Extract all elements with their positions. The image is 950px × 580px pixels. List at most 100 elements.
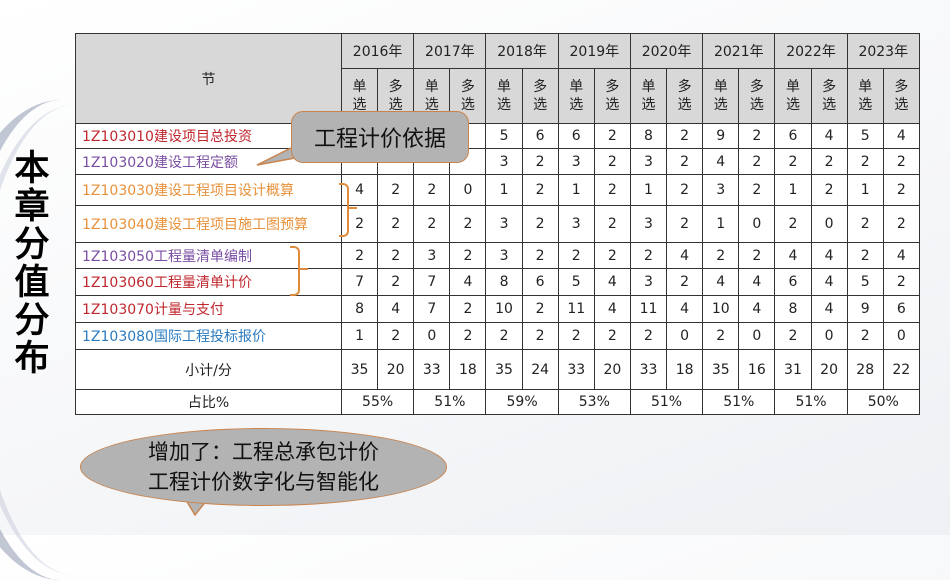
score-cell: 11 xyxy=(629,295,668,323)
score-cell: 2 xyxy=(666,123,704,149)
score-cell: 6 xyxy=(774,268,812,296)
percentage-label: 占比% xyxy=(75,389,342,415)
score-cell: 2 xyxy=(738,148,776,175)
score-cell: 10 xyxy=(485,295,523,323)
score-cell: 2 xyxy=(413,174,451,206)
score-cell: 3 xyxy=(485,242,523,269)
score-cell: 2 xyxy=(666,174,704,206)
table-row: 1Z103020建设工程定额 3 2 3 2 3 2 4 2 2 2 2 2 xyxy=(75,148,920,175)
score-cell: 2 xyxy=(738,123,776,149)
percentage-cell: 51% xyxy=(413,389,487,415)
score-cell: 2 xyxy=(882,148,920,175)
table-row: 1Z103050工程量清单编制 2 2 3 2 3 2 2 2 2 4 2 2 4 4 2 4 xyxy=(75,242,920,269)
score-cell: 2 xyxy=(593,148,631,175)
section-header: 节 xyxy=(75,33,342,124)
score-cell: 1 xyxy=(846,174,884,206)
subtotal-cell: 18 xyxy=(449,349,487,390)
score-cell: 3 xyxy=(629,205,668,243)
callout-added-line2: 工程计价数字化与智能化 xyxy=(148,470,379,494)
score-cell: 2 xyxy=(449,322,487,350)
section-name: 1Z103040建设工程项目施工图预算 xyxy=(75,205,342,243)
score-cell: 2 xyxy=(738,242,776,269)
table-row: 1Z103070计量与支付 8 4 7 2 10 2 11 4 11 4 10 4 8 4 9 6 xyxy=(75,295,920,323)
multiple-choice-header: 多选 xyxy=(882,68,920,124)
score-cell: 2 xyxy=(557,242,595,269)
score-cell: 3 xyxy=(629,268,668,296)
brace-bill-of-quantities xyxy=(290,246,300,296)
score-cell: 2 xyxy=(666,268,704,296)
score-cell: 3 xyxy=(702,174,740,206)
score-cell: 7 xyxy=(413,295,451,323)
score-cell: 2 xyxy=(629,322,668,350)
multiple-choice-header: 多选 xyxy=(666,68,704,124)
score-cell: 2 xyxy=(593,242,631,269)
score-cell: 2 xyxy=(882,268,920,296)
score-cell: 2 xyxy=(521,322,559,350)
score-cell: 2 xyxy=(521,295,559,323)
score-cell: 1 xyxy=(557,174,595,206)
table-row: 1Z103080国际工程投标报价 1 2 0 2 2 2 2 2 2 0 2 0 2 0 2 0 xyxy=(75,322,920,350)
percentage-cell: 51% xyxy=(629,389,704,415)
score-cell: 2 xyxy=(449,295,487,323)
score-cell: 3 xyxy=(557,148,595,175)
subtotal-cell: 28 xyxy=(846,349,884,390)
year-header: 2017年 xyxy=(413,33,487,69)
score-cell: 7 xyxy=(413,268,451,296)
year-header: 2022年 xyxy=(774,33,848,69)
callout-added-line1: 增加了：工程总承包计价 xyxy=(148,440,379,464)
score-cell: 2 xyxy=(557,322,595,350)
score-cell: 5 xyxy=(846,268,884,296)
score-cell: 2 xyxy=(521,205,559,243)
score-cell: 2 xyxy=(846,242,884,269)
subtotal-cell: 31 xyxy=(774,349,812,390)
subtotal-row: 小计/分 35 20 33 18 35 24 33 20 33 18 35 16 31 20 28 22 xyxy=(75,349,920,390)
score-cell: 4 xyxy=(593,268,631,296)
score-cell: 2 xyxy=(846,205,884,243)
score-cell: 1 xyxy=(702,205,740,243)
subtotal-cell: 22 xyxy=(882,349,920,390)
score-cell: 2 xyxy=(810,148,848,175)
score-cell: 8 xyxy=(774,295,812,323)
multiple-choice-header: 多选 xyxy=(593,68,631,124)
score-cell: 0 xyxy=(882,322,920,350)
score-cell: 8 xyxy=(340,295,379,323)
score-cell: 3 xyxy=(629,148,668,175)
score-cell: 4 xyxy=(593,295,631,323)
score-cell: 2 xyxy=(810,174,848,206)
score-cell: 2 xyxy=(593,322,631,350)
year-header: 2019年 xyxy=(557,33,631,69)
subtotal-cell: 16 xyxy=(738,349,776,390)
score-cell: 2 xyxy=(413,205,451,243)
score-cell: 4 xyxy=(702,268,740,296)
score-cell: 1 xyxy=(629,174,668,206)
score-cell: 2 xyxy=(521,174,559,206)
score-cell: 6 xyxy=(882,295,920,323)
score-cell: 6 xyxy=(557,123,595,149)
score-distribution-table: 节 2016年 2017年 2018年 2019年 2020年 2021年 20… xyxy=(75,33,920,415)
section-name: 1Z103030建设工程项目设计概算 xyxy=(75,174,342,206)
score-cell: 0 xyxy=(810,322,848,350)
section-name: 1Z103080国际工程投标报价 xyxy=(75,322,342,350)
percentage-cell: 50% xyxy=(846,389,920,415)
score-cell: 4 xyxy=(810,123,848,149)
brace-tick xyxy=(347,207,357,209)
score-cell: 2 xyxy=(593,123,631,149)
score-cell: 4 xyxy=(666,295,704,323)
subtotal-cell: 33 xyxy=(629,349,668,390)
multiple-choice-header: 多选 xyxy=(449,68,487,124)
percentage-cell: 55% xyxy=(340,389,415,415)
score-cell: 2 xyxy=(666,148,704,175)
score-cell: 2 xyxy=(666,205,704,243)
score-cell: 4 xyxy=(774,242,812,269)
year-header: 2021年 xyxy=(702,33,776,69)
percentage-cell: 59% xyxy=(485,389,559,415)
score-cell: 2 xyxy=(846,322,884,350)
brace-tick xyxy=(298,268,308,270)
score-cell: 0 xyxy=(449,174,487,206)
score-cell: 2 xyxy=(449,205,487,243)
score-cell: 11 xyxy=(557,295,595,323)
subtotal-cell: 20 xyxy=(377,349,415,390)
score-cell: 0 xyxy=(738,322,776,350)
score-cell: 2 xyxy=(521,148,559,175)
score-cell: 5 xyxy=(846,123,884,149)
